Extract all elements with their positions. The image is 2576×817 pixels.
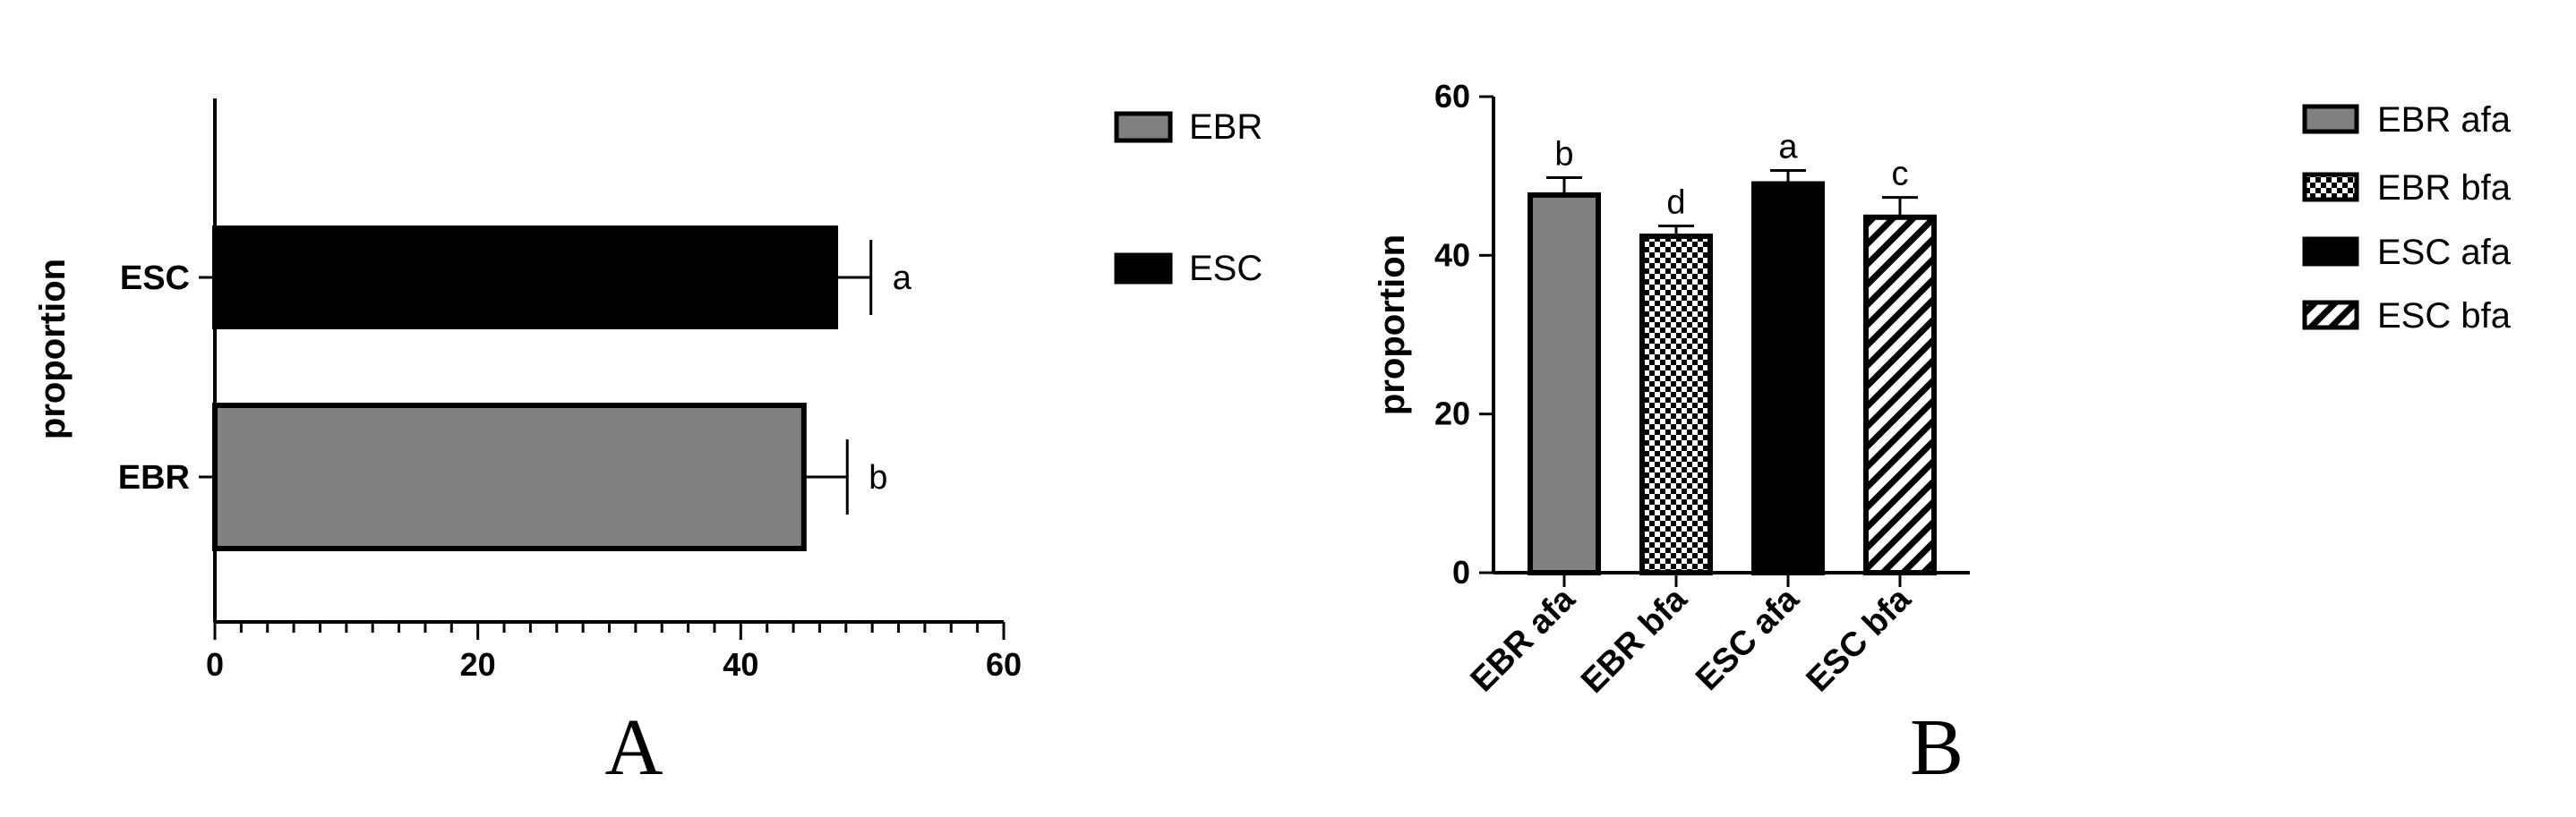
chart-a-x-tick-label: 40 [723, 646, 758, 683]
chart-a-category-label-ebr: EBR [118, 459, 190, 497]
chart-b-bar-esc-bfa [1863, 214, 1937, 575]
chart-a-legend-swatch-ebr [1114, 111, 1173, 143]
chart-b-legend-swatch-ebr-afa [2302, 104, 2359, 134]
chart-b-legend-label-ebr-bfa: EBR bfa [2377, 168, 2512, 208]
chart-a-legend-label-esc: ESC [1189, 249, 1262, 288]
chart-a-significance-ebr: b [869, 459, 887, 497]
chart-b-significance-esc-afa: a [1778, 128, 1798, 166]
chart-b-y-tick-label: 0 [1452, 554, 1470, 591]
chart-b-legend-label-esc-bfa: ESC bfa [2377, 296, 2512, 336]
chart-b-y-tick-label: 20 [1434, 396, 1470, 432]
chart-b-category-label-ebr-bfa: EBR bfa [1574, 580, 1695, 701]
panel-label-a: A [605, 703, 663, 792]
chart-a-bar-ebr [212, 403, 807, 551]
chart-b-legend-label-ebr-afa: EBR afa [2377, 100, 2512, 140]
chart-b-y-tick-label: 60 [1434, 78, 1470, 115]
chart-b-significance-esc-bfa: c [1892, 156, 1909, 193]
chart-b-bar-esc-afa [1751, 181, 1825, 576]
chart-b-ylabel: proportion [1373, 234, 1412, 415]
panel-label-b: B [1910, 703, 1964, 792]
chart-b-legend-swatch-esc-afa [2302, 236, 2359, 267]
chart-b-category-label-ebr-afa: EBR afa [1464, 580, 1583, 699]
chart-b-legend-swatch-esc-bfa [2302, 300, 2359, 330]
chart-a-legend-label-ebr: EBR [1189, 107, 1262, 147]
chart-b-bar-ebr-bfa [1639, 234, 1713, 575]
chart-a-bar-esc [212, 226, 839, 329]
chart-a-legend: EBR ESC [1114, 107, 1262, 288]
chart-b-legend: EBR afa EBR bfa ESC afa ESC bfa [2302, 100, 2512, 336]
chart-b-significance-ebr-afa: b [1554, 135, 1573, 173]
chart-b: 0 20 40 60 b EBR afa d EBR bfa a ESC afa c ESC bfa [1434, 78, 1970, 701]
chart-b-bar-ebr-afa [1528, 191, 1601, 576]
chart-b-category-label-esc-afa: ESC afa [1689, 580, 1807, 698]
chart-a-x-tick-label: 60 [986, 646, 1022, 683]
chart-a-x-tick-label: 20 [460, 646, 496, 683]
chart-b-category-label-esc-bfa: ESC bfa [1800, 580, 1919, 699]
chart-a-significance-esc: a [893, 260, 912, 297]
chart-b-legend-swatch-ebr-bfa [2302, 172, 2359, 202]
chart-a-ylabel: proportion [33, 259, 73, 439]
chart-b-legend-label-esc-afa: ESC afa [2377, 233, 2512, 272]
chart-a-legend-swatch-esc [1114, 252, 1173, 285]
chart-a-category-label-esc: ESC [120, 260, 190, 297]
chart-b-y-tick-label: 40 [1434, 236, 1470, 273]
chart-a: 0 20 40 60 a ESC b EBR [118, 98, 1022, 683]
chart-b-significance-ebr-bfa: d [1666, 184, 1685, 222]
chart-a-x-tick-label: 0 [206, 646, 224, 683]
